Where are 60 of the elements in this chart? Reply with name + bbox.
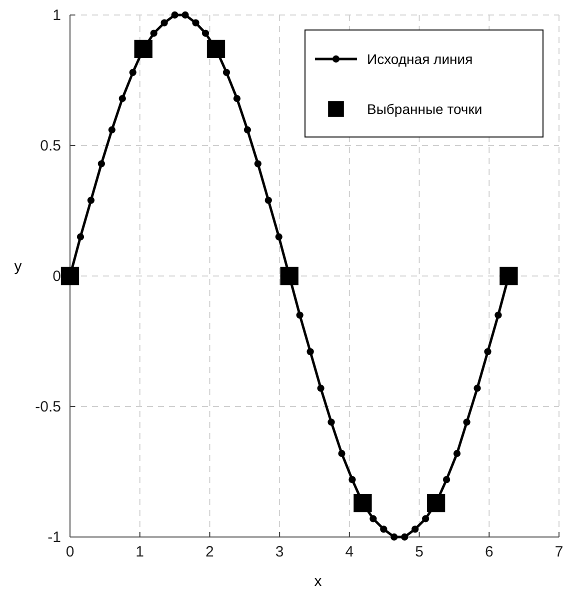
x-tick-label: 3 [275,544,284,561]
y-tick-label: 0 [52,268,61,285]
point [202,30,210,37]
y-tick-label: 0.5 [40,137,61,154]
point [317,384,324,392]
x-tick-label: 5 [415,544,424,561]
point [264,196,272,204]
point [463,418,470,426]
x-tick-label: 7 [554,544,564,561]
point [280,266,298,286]
point [390,533,398,541]
legend-label: Исходная линия [367,51,473,67]
x-tick-label: 6 [484,544,494,561]
y-tick-label: -1 [48,528,61,546]
y-axis-title: y [14,258,22,275]
point [426,494,446,512]
point [474,384,481,392]
point [108,126,116,134]
point [160,19,168,26]
x-tick-label: 4 [345,544,354,561]
point [233,94,241,102]
point [453,450,461,458]
point [182,11,189,19]
point [412,526,419,533]
point [254,160,262,168]
point [134,40,152,58]
legend-label: Выбранные точки [367,101,482,117]
point [171,11,178,19]
point [500,266,518,286]
point [494,312,502,319]
y-tick-label: -0.5 [35,398,61,416]
point [98,160,106,168]
x-tick-label: 2 [206,544,214,561]
x-axis-title: x [314,573,322,590]
point [328,418,335,426]
point [484,348,492,356]
point [275,233,282,240]
point [118,94,126,102]
point [76,233,84,240]
point [338,450,346,458]
point [442,476,450,484]
point [380,526,388,533]
point [244,126,252,134]
x-tick-label: 0 [66,544,74,561]
point [222,68,230,76]
point [348,476,356,484]
point [129,68,136,76]
y-tick-label: 1 [52,6,61,24]
point [150,30,158,37]
point [370,515,377,522]
point [296,312,304,319]
point [401,533,408,541]
point [306,348,314,356]
point [354,494,372,512]
x-tick-label: 1 [136,544,144,561]
point [422,515,430,522]
point [87,196,95,204]
point [60,266,80,286]
point [206,40,226,58]
point [192,19,200,26]
